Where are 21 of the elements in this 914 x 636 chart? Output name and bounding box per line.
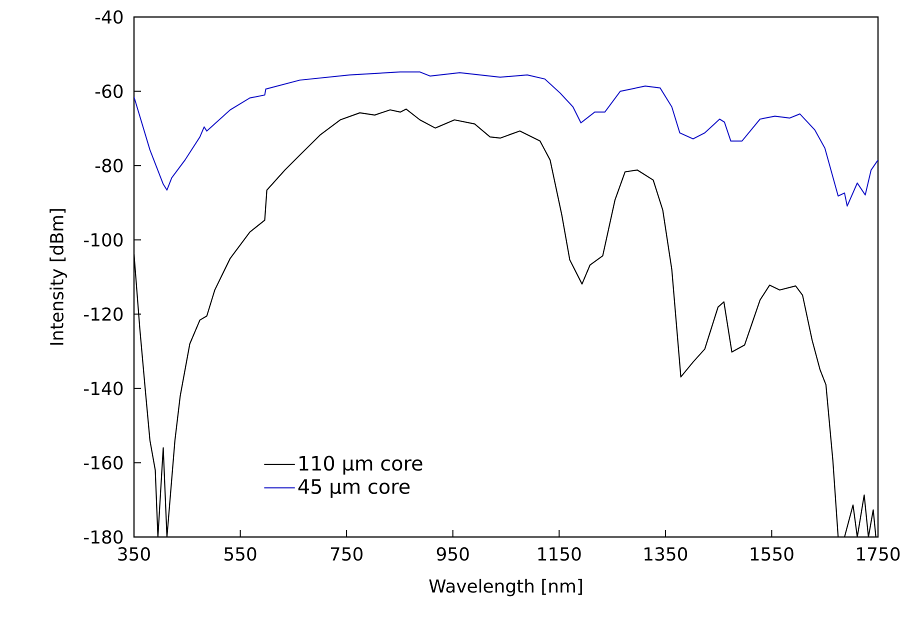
y-tick-label: -40 — [95, 10, 123, 24]
x-tick-label: 750 — [330, 547, 362, 561]
legend-label: 45 μm core — [298, 479, 410, 498]
y-tick-label: -180 — [84, 530, 123, 544]
x-tick-label: 350 — [118, 547, 150, 561]
x-tick-label: 1550 — [750, 547, 794, 561]
line-series — [134, 71, 878, 207]
legend-label: 110 μm core — [300, 456, 422, 475]
x-tick-label: 550 — [224, 547, 256, 561]
y-tick-label: -120 — [84, 307, 123, 321]
y-tick-label: -160 — [84, 456, 123, 470]
x-axis-title: Wavelength [nm] — [429, 578, 582, 596]
x-tick-label: 1150 — [538, 547, 581, 561]
y-axis-title: Intensity [dBm] — [50, 209, 67, 345]
y-tick-label: -80 — [95, 158, 123, 172]
x-tick-label: 1750 — [857, 547, 900, 561]
x-tick-label: 950 — [436, 547, 469, 561]
y-tick-label: -140 — [84, 382, 123, 396]
y-tick-label: -100 — [84, 233, 123, 247]
x-tick-label: 1350 — [644, 547, 688, 561]
y-tick-label: -60 — [95, 84, 123, 98]
